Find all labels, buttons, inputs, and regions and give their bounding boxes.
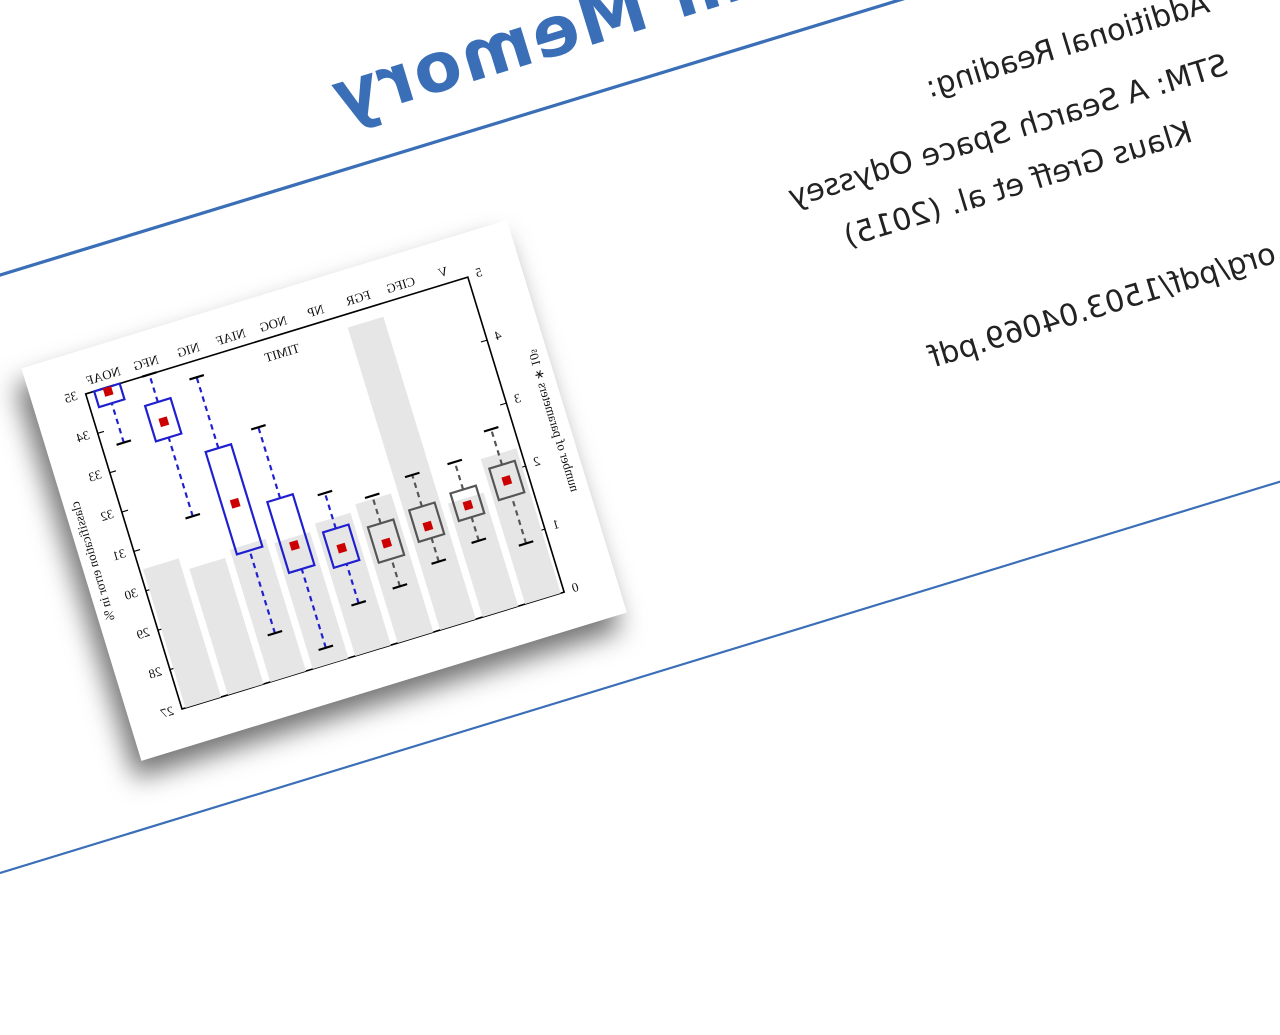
whisker [110,402,125,443]
slide: Term Memory Additional Reading: STM: A S… [0,0,1280,955]
category-label: NP [306,301,326,320]
whisker [345,563,360,604]
whisker-cap [318,644,334,652]
whisker-cap [141,371,157,378]
category-label: NFG [131,352,160,374]
y2-tick-label: 29 [135,624,152,642]
param-bar [355,493,434,644]
y-tick-label: 5 [473,264,484,280]
whisker [195,376,220,449]
chart-title: TIMIT [263,340,302,365]
whisker-cap [471,537,487,544]
category-label: FGR [344,287,373,309]
param-bar [347,316,476,631]
param-bar [447,492,519,618]
box [321,523,361,570]
median-mark [501,475,513,486]
whisker [371,495,382,524]
median-mark [229,497,241,509]
whisker [323,492,337,529]
y2-tick [97,430,105,434]
chart: TIMIT number of parameters ∗ 10⁵ classif… [62,263,583,721]
reading-link: .org/pdf/1503.04069.pdf [924,232,1280,375]
whisker [510,495,528,544]
whisker-cap [364,492,380,500]
y2-tick-label: 33 [86,467,103,485]
category-label: NIAF [214,325,247,348]
whisker [257,426,282,499]
whisker [470,516,480,542]
param-bar [480,448,561,605]
whisker [248,550,276,634]
category-label: CIFG [384,273,417,296]
median-mark [336,542,348,554]
y-tick [500,402,507,406]
box [449,484,486,523]
whisker [453,461,465,490]
y-tick-label: 1 [551,516,562,532]
box [366,518,406,565]
category-label: NIG [175,339,201,360]
box [143,396,183,443]
y2-tick-label: 35 [62,388,79,406]
param-bar [143,558,222,708]
y2-tick-label: 31 [111,545,128,563]
median-mark [422,520,434,532]
whisker [167,437,194,517]
y-tick [480,339,488,343]
whisker-cap [447,458,463,466]
median-mark [381,537,393,549]
y-tick [461,276,469,280]
y-tick-label: 4 [492,327,503,343]
slide-title: Term Memory [320,0,874,139]
page: Term Memory Additional Reading: STM: A S… [0,0,1280,955]
category-label: V [436,263,450,280]
median-mark [289,539,300,551]
box [407,501,446,544]
chart-card: TIMIT number of parameters ∗ 10⁵ classif… [21,220,627,761]
y2-tick-label: 32 [99,506,116,524]
whisker-cap [267,629,283,637]
param-bar [189,558,264,695]
whisker-cap [116,439,132,446]
y2-tick [121,509,129,513]
whisker [390,558,401,587]
whisker-cap [250,424,266,431]
y2-tick [109,470,117,474]
median-mark [462,499,474,511]
y2-tick-label: 30 [123,585,140,603]
median-mark [102,385,114,397]
y-tick-label: 0 [570,579,581,595]
whisker-cap [351,600,367,607]
box [204,442,264,556]
whisker-cap [189,373,205,381]
y-axis-label: number of parameters ∗ 10⁵ [525,347,583,493]
y2-tick-label: 27 [158,703,175,721]
y2-tick [85,391,93,395]
category-label: NOG [258,312,289,335]
y2-tick [133,549,141,552]
whisker [490,428,504,466]
y-tick-label: 3 [512,390,523,406]
y-tick-label: 2 [531,453,542,469]
median-mark [158,416,170,428]
whisker-cap [392,583,408,590]
whisker-cap [483,426,499,433]
whisker [148,374,159,403]
box [265,492,316,575]
y2-tick-label: 34 [74,427,91,445]
whisker-cap [185,512,201,520]
box [487,459,526,502]
whisker-cap [404,471,420,479]
whisker-cap [518,540,534,547]
whisker-cap [431,558,447,565]
whisker [300,568,327,649]
whisker [430,537,440,562]
whisker-cap [317,489,333,497]
y2-tick-label: 28 [147,663,164,681]
